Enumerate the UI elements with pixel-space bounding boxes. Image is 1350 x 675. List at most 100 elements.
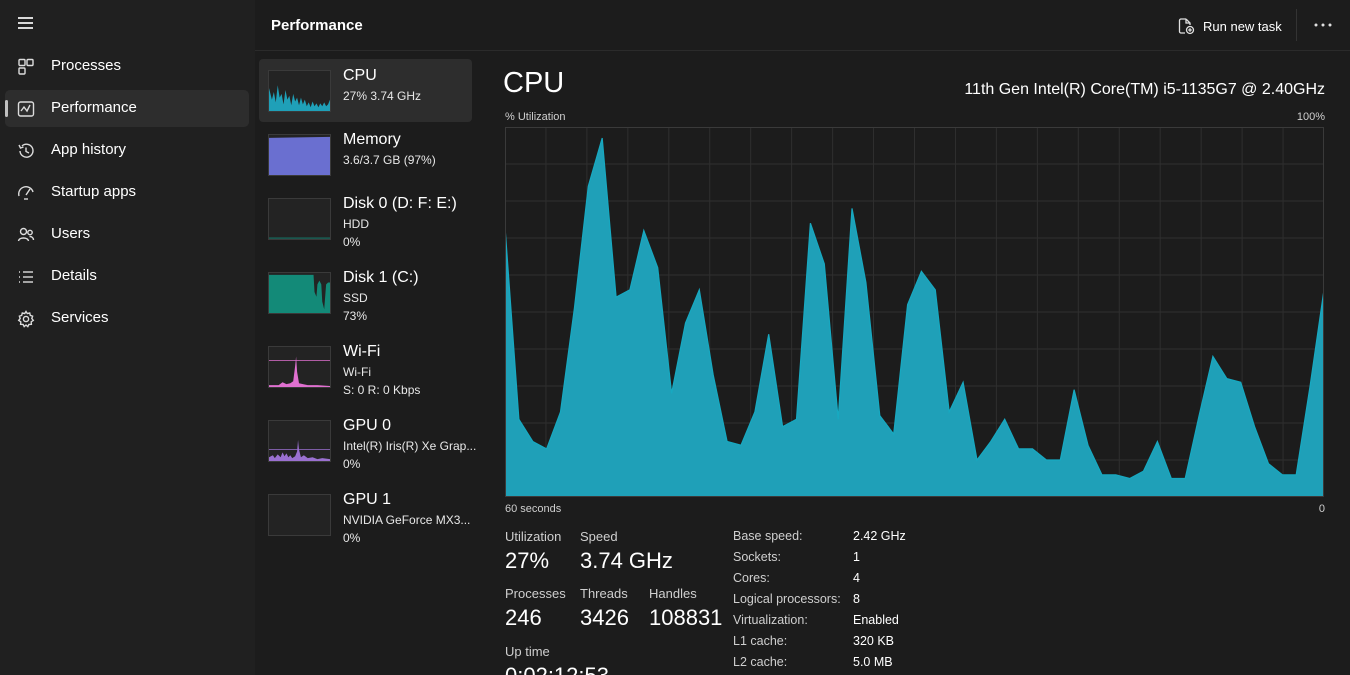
resource-name: Disk 0 (D: F: E:) [343, 195, 457, 212]
spec-key: L2 cache: [733, 655, 788, 669]
gpu1-thumbnail-graph [268, 494, 331, 536]
wifi-thumbnail-graph [268, 346, 331, 388]
handles-value: 108831 [649, 605, 723, 630]
sidebar-item-label: Details [51, 267, 97, 284]
spec-key: L1 cache: [733, 634, 788, 648]
resource-item-memory[interactable]: Memory 3.6/3.7 GB (97%) [259, 123, 472, 186]
resource-detail: 0% [343, 531, 361, 545]
sidebar-item-label: Performance [51, 99, 137, 116]
spec-value: 4 [853, 571, 860, 585]
sidebar-item-performance[interactable]: Performance [5, 90, 249, 127]
resource-name: CPU [343, 67, 377, 84]
sidebar-item-label: Users [51, 225, 91, 242]
sidebar-item-details[interactable]: Details [5, 258, 249, 295]
resource-detail: 27% 3.74 GHz [343, 89, 422, 103]
processes-icon [18, 58, 34, 75]
utilization-value: 27% [505, 548, 550, 573]
handles-label: Handles [649, 586, 697, 601]
spec-key: Cores: [733, 571, 770, 585]
spec-key: Base speed: [733, 529, 803, 543]
run-task-icon [1178, 18, 1195, 35]
sidebar-item-startup-apps[interactable]: Startup apps [5, 174, 249, 211]
sidebar-item-app-history[interactable]: App history [5, 132, 249, 169]
history-icon [18, 143, 34, 158]
sidebar-item-users[interactable]: Users [5, 216, 249, 253]
performance-icon [17, 101, 35, 117]
resource-item-gpu-1[interactable]: GPU 1 NVIDIA GeForce MX3... 0% [259, 483, 472, 546]
spec-key: Virtualization: [733, 613, 808, 627]
resource-name: GPU 0 [343, 417, 392, 434]
spec-value: 1 [853, 550, 860, 564]
page-title: Performance [271, 17, 363, 34]
active-indicator [5, 100, 8, 117]
max-percent-label: 100% [1296, 111, 1325, 123]
run-new-task-button[interactable]: Run new task [1177, 12, 1282, 40]
time-axis-right: 0 [1318, 503, 1325, 515]
resource-name: Wi-Fi [343, 343, 381, 360]
resource-item-disk-1[interactable]: Disk 1 (C:) SSD 73% [259, 261, 472, 324]
sidebar: Processes Performance App history Startu… [0, 0, 255, 675]
sidebar-item-label: Startup apps [51, 183, 137, 200]
spec-key: Logical processors: [733, 592, 841, 606]
resource-item-cpu[interactable]: CPU 27% 3.74 GHz [259, 59, 472, 122]
spec-value: 5.0 MB [853, 655, 893, 669]
resource-name: Memory [343, 131, 401, 148]
spec-key: Sockets: [733, 550, 781, 564]
uptime-label: Up time [505, 644, 550, 659]
sidebar-item-label: Processes [51, 57, 122, 74]
threads-label: Threads [580, 586, 628, 601]
resource-detail: 0% [343, 457, 361, 471]
disk0-thumbnail-graph [268, 198, 331, 240]
uptime-value: 0:02:12:53 [505, 663, 609, 675]
resource-item-gpu-0[interactable]: GPU 0 Intel(R) Iris(R) Xe Grap... 0% [259, 409, 476, 472]
speedometer-icon [18, 186, 34, 200]
processes-value: 246 [505, 605, 542, 630]
utilization-axis-label: % Utilization [505, 111, 566, 123]
utilization-label: Utilization [505, 529, 562, 544]
cpu-utilization-line [505, 137, 1324, 480]
speed-value: 3.74 GHz [580, 548, 673, 573]
spec-value: 8 [853, 592, 860, 606]
cpu-title: CPU [503, 67, 565, 99]
graph-border [505, 127, 1324, 497]
gear-icon [17, 310, 35, 328]
disk1-thumbnail-graph [268, 272, 331, 314]
resource-detail: NVIDIA GeForce MX3... [343, 513, 471, 527]
sidebar-item-services[interactable]: Services [5, 300, 249, 337]
resource-detail: SSD [343, 291, 368, 305]
resource-list: CPU 27% 3.74 GHz Memory 3.6/3.7 GB (97%)… [255, 51, 480, 675]
resource-item-disk-0[interactable]: Disk 0 (D: F: E:) HDD 0% [259, 187, 472, 250]
resource-detail: Wi-Fi [343, 365, 371, 379]
sidebar-item-label: Services [51, 309, 109, 326]
sidebar-item-processes[interactable]: Processes [5, 48, 249, 85]
sidebar-item-label: App history [51, 141, 127, 158]
resource-detail: Intel(R) Iris(R) Xe Grap... [343, 439, 477, 453]
memory-thumbnail-graph [268, 134, 331, 176]
more-options-icon[interactable] [1312, 14, 1334, 36]
resource-item-wifi[interactable]: Wi-Fi Wi-Fi S: 0 R: 0 Kbps [259, 335, 472, 398]
spec-value: 2.42 GHz [853, 529, 906, 543]
resource-detail: S: 0 R: 0 Kbps [343, 383, 421, 397]
toolbar-divider [1296, 9, 1297, 41]
run-new-task-label: Run new task [1203, 18, 1282, 34]
cpu-utilization-area [505, 138, 1324, 497]
resource-detail: 3.6/3.7 GB (97%) [343, 153, 436, 167]
list-icon [19, 271, 33, 283]
top-bar: Performance Run new task [255, 0, 1350, 51]
cpu-thumbnail-graph [268, 70, 331, 112]
resource-detail: HDD [343, 217, 369, 231]
spec-value: 320 KB [853, 634, 895, 648]
resource-detail: 0% [343, 235, 361, 249]
time-axis-left: 60 seconds [505, 503, 562, 515]
cpu-utilization-graph [505, 127, 1324, 497]
resource-name: GPU 1 [343, 491, 392, 508]
threads-value: 3426 [580, 605, 629, 630]
users-icon [17, 227, 35, 242]
gpu0-thumbnail-graph [268, 420, 331, 462]
hamburger-menu-icon[interactable] [16, 14, 36, 32]
speed-label: Speed [580, 529, 618, 544]
cpu-detail-panel: CPU 11th Gen Intel(R) Core(TM) i5-1135G7… [480, 51, 1350, 675]
processes-label: Processes [505, 586, 566, 601]
resource-name: Disk 1 (C:) [343, 269, 419, 286]
